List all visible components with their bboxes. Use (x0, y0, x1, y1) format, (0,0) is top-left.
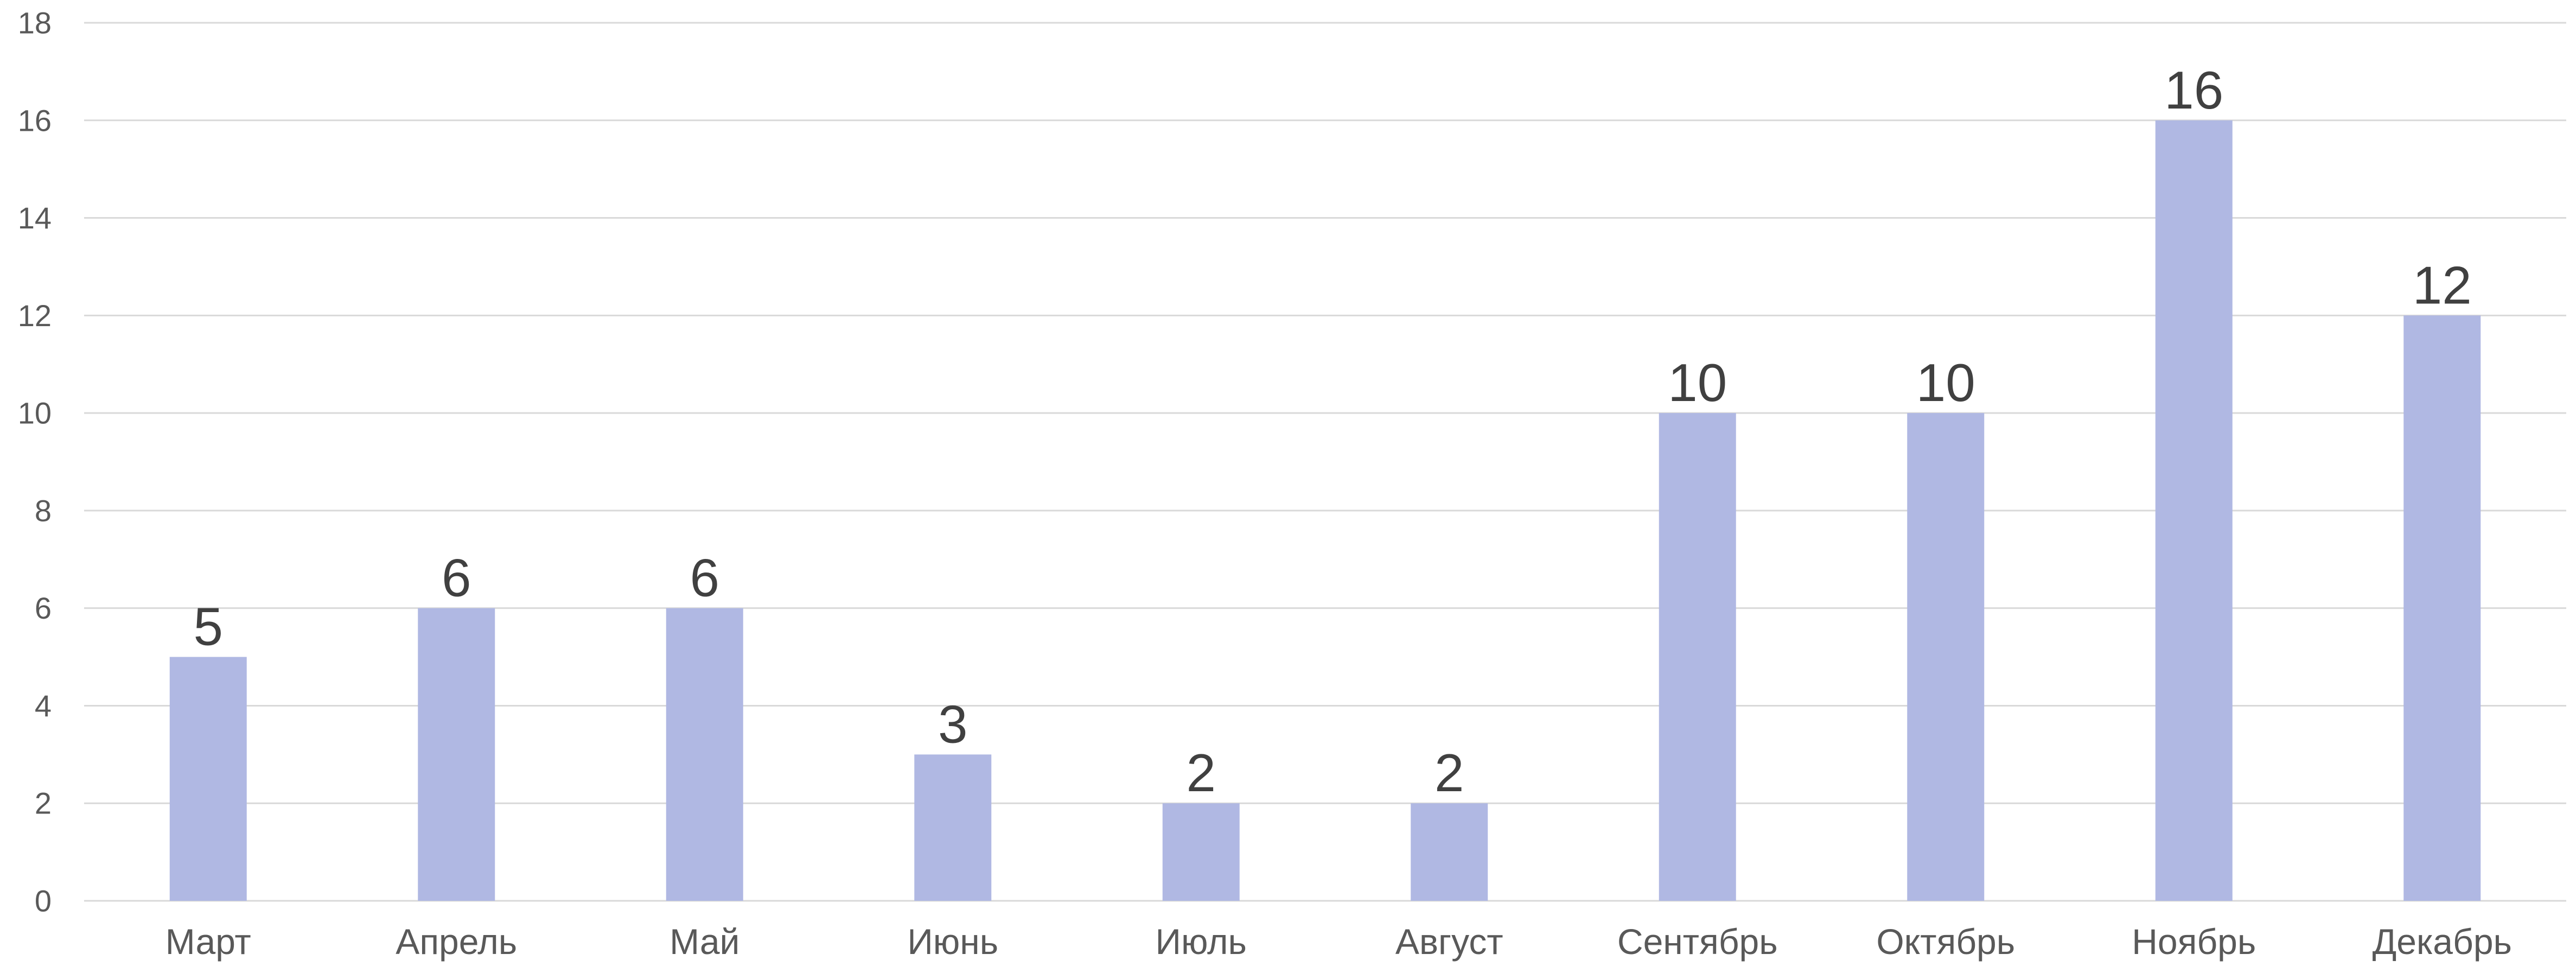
data-label: 2 (1434, 743, 1464, 803)
y-tick-label: 2 (35, 786, 52, 821)
x-tick-label: Сентябрь (1617, 921, 1778, 962)
bar (666, 608, 743, 901)
data-label: 10 (1668, 353, 1727, 412)
data-label: 10 (1916, 353, 1975, 412)
x-tick-label: Август (1395, 921, 1503, 962)
bar (1162, 803, 1240, 901)
data-label: 6 (690, 548, 719, 608)
bars (169, 120, 2481, 901)
x-tick-label: Март (165, 921, 251, 962)
data-label: 3 (938, 694, 968, 754)
y-tick-label: 16 (18, 103, 52, 137)
y-tick-label: 4 (35, 689, 52, 723)
y-tick-label: 0 (35, 884, 52, 918)
data-labels: 5 6 6 3 2 2 10 10 16 12 (193, 60, 2471, 803)
data-label: 2 (1186, 743, 1216, 803)
x-tick-label: Апрель (396, 921, 517, 962)
bar (418, 608, 495, 901)
bar (169, 657, 247, 901)
y-axis-ticks: 0 2 4 6 8 10 12 14 16 18 (18, 6, 52, 918)
x-tick-label: Октябрь (1876, 921, 2015, 962)
bar (1411, 803, 1488, 901)
x-tick-label: Май (669, 921, 739, 962)
x-tick-label: Июнь (907, 921, 998, 962)
y-tick-label: 6 (35, 591, 52, 625)
bar (914, 754, 992, 901)
x-tick-label: Декабрь (2373, 921, 2512, 962)
data-label: 16 (2164, 60, 2223, 120)
data-label: 5 (193, 597, 223, 657)
data-label: 12 (2413, 255, 2472, 315)
x-tick-label: Ноябрь (2132, 921, 2256, 962)
y-tick-label: 8 (35, 493, 52, 527)
bar (1907, 413, 1985, 901)
x-tick-label: Июль (1156, 921, 1247, 962)
data-label: 6 (442, 548, 471, 608)
y-tick-label: 10 (18, 396, 52, 430)
y-tick-label: 12 (18, 298, 52, 333)
y-tick-label: 14 (18, 201, 52, 235)
bar (2155, 120, 2233, 901)
bar (2403, 315, 2481, 901)
y-tick-label: 18 (18, 6, 52, 40)
x-axis-ticks: Март Апрель Май Июнь Июль Август Сентябрь Октяб… (165, 921, 2512, 962)
gridlines (84, 22, 2566, 902)
bar (1659, 413, 1736, 901)
